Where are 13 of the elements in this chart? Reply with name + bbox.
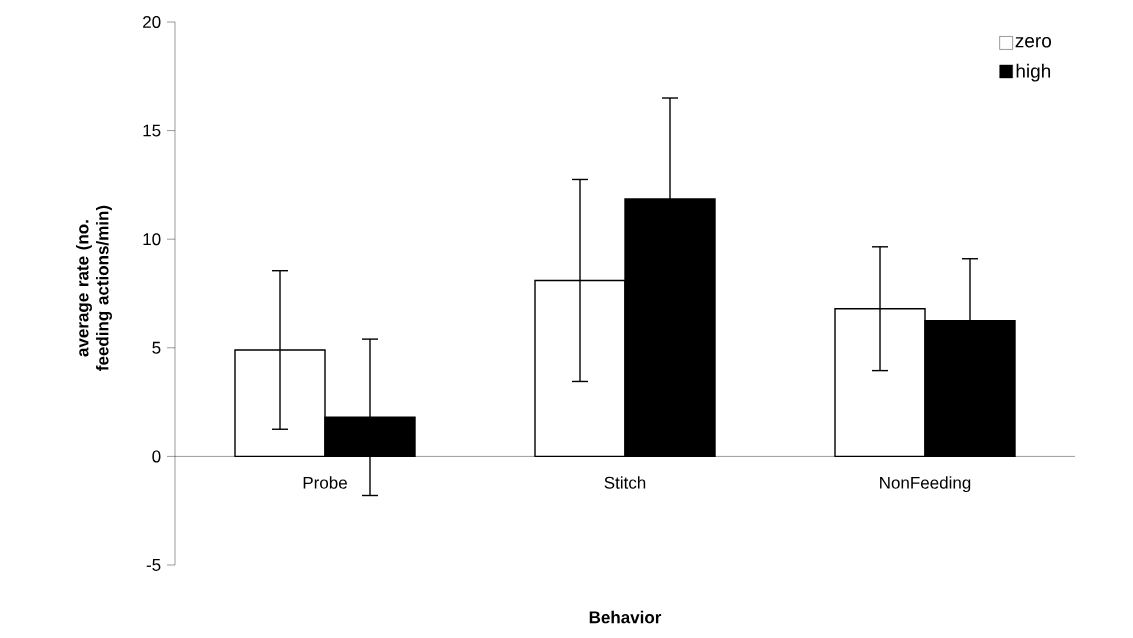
y-tick-label: -5: [146, 559, 161, 571]
x-tick-label: NonFeeding: [880, 476, 971, 493]
x-tick-label: Stitch: [604, 476, 646, 489]
y-tick-label: 20: [143, 15, 161, 29]
y-axis-title: average rate (no. feeding actions/min): [76, 205, 112, 371]
x-axis-title: Behavior: [589, 610, 662, 624]
y-tick-label: 10: [143, 233, 161, 246]
legend-label: high: [1016, 63, 1051, 82]
x-tick-label: Probe: [303, 476, 347, 489]
y-tick-label: 5: [152, 341, 161, 354]
legend-label: zero: [1015, 37, 1051, 48]
y-tick-label: 15: [143, 124, 161, 137]
y-tick-label: 0: [152, 450, 161, 463]
